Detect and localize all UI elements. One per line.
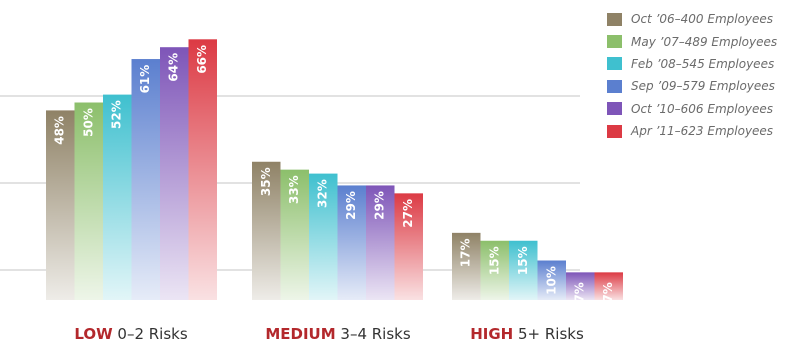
- bar-value-label: 29%: [344, 191, 358, 220]
- legend-label: Oct ’10–606 Employees: [631, 101, 774, 116]
- legend-swatch: [607, 12, 622, 26]
- legend-label: May ’07–489 Employees: [631, 34, 778, 49]
- bar-value-label: 66%: [195, 45, 209, 74]
- legend-item: Apr ’11–623 Employees: [607, 120, 777, 142]
- bar-fade: [394, 193, 423, 300]
- bar-fade: [366, 185, 395, 300]
- bar-fade: [103, 94, 132, 300]
- bar-value-label: 32%: [316, 179, 330, 208]
- bar-fade: [74, 102, 103, 300]
- bar-value-label: 15%: [516, 246, 530, 275]
- bar-value-label: 50%: [81, 108, 95, 137]
- category-label-bold: MEDIUM: [265, 325, 336, 343]
- legend: Oct ’06–400 Employees May ’07–489 Employe…: [607, 8, 777, 142]
- bar-value-label: 7%: [573, 282, 587, 302]
- legend-swatch: [607, 124, 622, 138]
- bar-fade: [309, 173, 338, 300]
- legend-swatch: [607, 102, 622, 116]
- bar-fade: [46, 110, 75, 301]
- bar-value-label: 15%: [487, 246, 501, 275]
- bar-value-label: 64%: [167, 53, 181, 82]
- legend-label: Apr ’11–623 Employees: [631, 124, 774, 139]
- bars: [46, 39, 623, 301]
- bar-fade: [452, 232, 481, 300]
- bar-fade: [509, 240, 538, 300]
- bar-value-label: 10%: [544, 266, 558, 295]
- legend-label: Oct ’06–400 Employees: [631, 12, 774, 27]
- category-label-rest: 5+ Risks: [513, 325, 584, 343]
- category-label: HIGH 5+ Risks: [422, 325, 632, 343]
- legend-label: Feb ’08–545 Employees: [631, 56, 775, 71]
- legend-item: Oct ’10–606 Employees: [607, 98, 777, 120]
- category-label-rest: 3–4 Risks: [335, 325, 411, 343]
- bar-value-label: 35%: [259, 167, 273, 196]
- bar-value-label: 52%: [110, 100, 124, 129]
- category-label-bold: LOW: [74, 325, 113, 343]
- bar-fade: [280, 169, 309, 300]
- bar-value-label: 33%: [287, 175, 301, 204]
- category-label: LOW 0–2 Risks: [26, 325, 236, 343]
- bar-value-label: 29%: [373, 191, 387, 220]
- bar-fade: [566, 272, 595, 300]
- legend-item: Feb ’08–545 Employees: [607, 53, 777, 75]
- bar-value-label: 17%: [459, 238, 473, 267]
- bar-fade: [188, 39, 217, 301]
- bar-fade: [537, 260, 566, 300]
- legend-swatch: [607, 79, 622, 93]
- legend-item: Sep ’09–579 Employees: [607, 75, 777, 97]
- legend-item: May ’07–489 Employees: [607, 30, 777, 52]
- category-label-rest: 0–2 Risks: [112, 325, 188, 343]
- category-label-bold: HIGH: [470, 325, 514, 343]
- bar-value-label: 48%: [53, 116, 67, 145]
- bar-value-label: 61%: [138, 65, 152, 94]
- bar-fade: [131, 59, 160, 300]
- legend-swatch: [607, 35, 622, 49]
- bar-value-label: 7%: [601, 282, 615, 302]
- bar-fade: [252, 161, 281, 300]
- bar-value-labels: 48% 50% 52% 61% 64% 66% 35% 33% 32% 29% 29% 27% 17% 1…: [53, 45, 616, 303]
- legend-item: Oct ’06–400 Employees: [607, 8, 777, 30]
- bar-value-label: 27%: [401, 199, 415, 228]
- bar-fade: [480, 240, 509, 300]
- category-label: MEDIUM 3–4 Risks: [233, 325, 443, 343]
- legend-label: Sep ’09–579 Employees: [631, 79, 775, 94]
- bar-fade: [594, 272, 623, 300]
- bar-fade: [160, 47, 189, 301]
- bar-fade: [337, 185, 366, 300]
- legend-swatch: [607, 57, 622, 71]
